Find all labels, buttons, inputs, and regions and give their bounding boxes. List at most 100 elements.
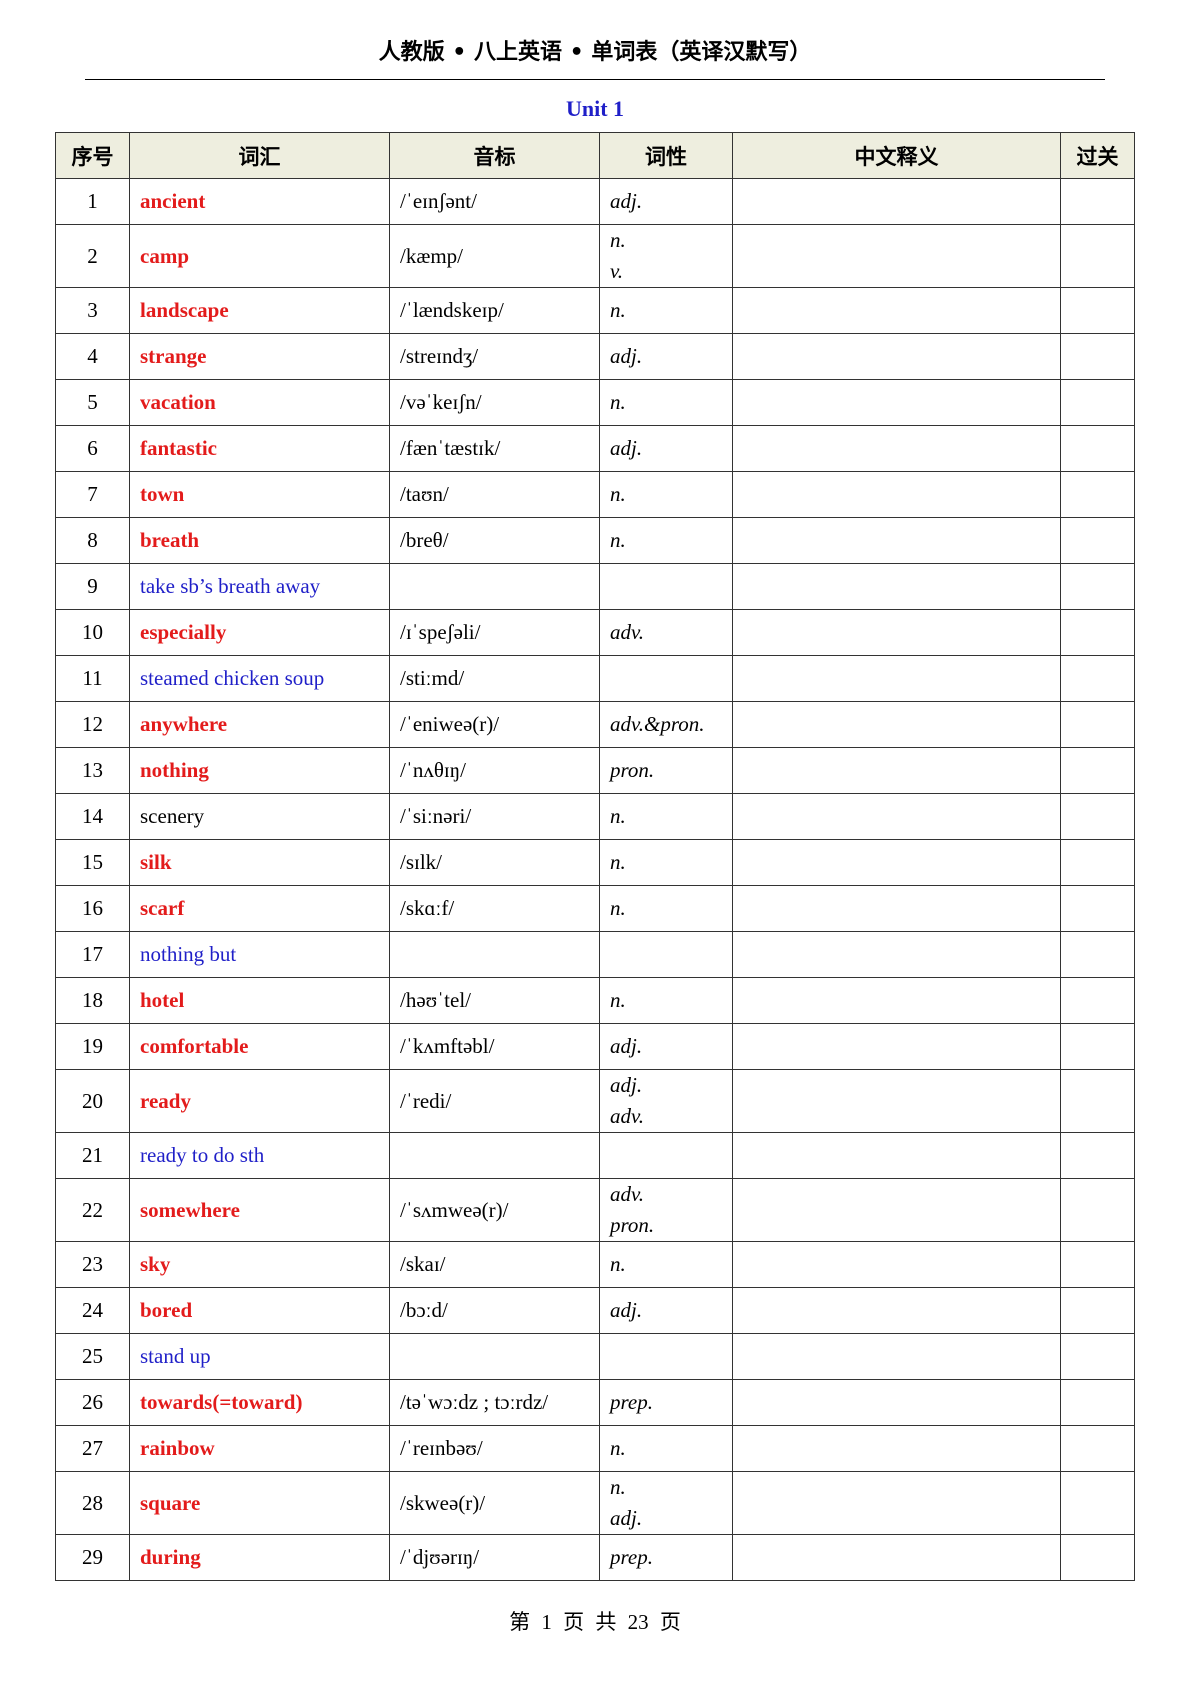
phonetic-cell: /kæmp/	[389, 224, 600, 288]
chinese-meaning-blank[interactable]	[732, 333, 1061, 380]
pass-check-blank[interactable]	[1060, 1534, 1135, 1581]
chinese-meaning-blank[interactable]	[732, 1425, 1061, 1472]
pass-check-blank[interactable]	[1060, 1178, 1135, 1242]
pos-cell	[599, 655, 733, 702]
chinese-meaning-blank[interactable]	[732, 1379, 1061, 1426]
pass-check-blank[interactable]	[1060, 333, 1135, 380]
pos-cell: n.	[599, 517, 733, 564]
table-row: 26 towards(=toward)/təˈwɔːdz ; tɔːrdz/pre…	[55, 1379, 1135, 1426]
chinese-meaning-blank[interactable]	[732, 178, 1061, 225]
word-cell: nothing	[129, 747, 390, 794]
chinese-meaning-blank[interactable]	[732, 1178, 1061, 1242]
chinese-meaning-blank[interactable]	[732, 1333, 1061, 1380]
table-row: 28 square/skweə(r)/ n. adj.	[55, 1471, 1135, 1535]
pass-check-blank[interactable]	[1060, 471, 1135, 518]
pass-check-blank[interactable]	[1060, 379, 1135, 426]
pos-label: n.	[610, 988, 626, 1012]
pass-check-blank[interactable]	[1060, 517, 1135, 564]
pass-check-blank[interactable]	[1060, 747, 1135, 794]
pass-check-blank[interactable]	[1060, 1241, 1135, 1288]
pass-check-blank[interactable]	[1060, 609, 1135, 656]
phonetic-cell: /ɪˈspeʃəli/	[389, 609, 600, 656]
word-cell: anywhere	[129, 701, 390, 748]
chinese-meaning-blank[interactable]	[732, 563, 1061, 610]
row-number: 13	[55, 747, 130, 794]
pass-check-blank[interactable]	[1060, 977, 1135, 1024]
pass-check-blank[interactable]	[1060, 1471, 1135, 1535]
pass-check-blank[interactable]	[1060, 793, 1135, 840]
pass-check-blank[interactable]	[1060, 563, 1135, 610]
pass-check-blank[interactable]	[1060, 1425, 1135, 1472]
unit-heading: Unit 1	[565, 96, 625, 121]
word-cell: strange	[129, 333, 390, 380]
chinese-meaning-blank[interactable]	[732, 425, 1061, 472]
header-part-of-speech: 词性	[599, 132, 733, 179]
table-row: 1 ancient/ˈeɪnʃənt/adj.	[55, 178, 1135, 225]
table-row: 7 town/taʊn/n.	[55, 471, 1135, 518]
chinese-meaning-blank[interactable]	[732, 1069, 1061, 1133]
chinese-meaning-blank[interactable]	[732, 1023, 1061, 1070]
chinese-meaning-blank[interactable]	[732, 224, 1061, 288]
word-cell: take sb’s breath away	[129, 563, 390, 610]
row-number: 24	[55, 1287, 130, 1334]
row-number: 2	[55, 224, 130, 288]
row-number: 27	[55, 1425, 130, 1472]
pass-check-blank[interactable]	[1060, 931, 1135, 978]
chinese-meaning-blank[interactable]	[732, 977, 1061, 1024]
chinese-meaning-blank[interactable]	[732, 471, 1061, 518]
phonetic-cell: /ˈsiːnəri/	[389, 793, 600, 840]
pos-label: adj.	[610, 189, 643, 213]
word-cell: sky	[129, 1241, 390, 1288]
pos-label: n.	[610, 298, 626, 322]
pass-check-blank[interactable]	[1060, 425, 1135, 472]
row-number: 12	[55, 701, 130, 748]
pass-check-blank[interactable]	[1060, 1379, 1135, 1426]
table-row: 23 sky/skaɪ/n.	[55, 1241, 1135, 1288]
chinese-meaning-blank[interactable]	[732, 1241, 1061, 1288]
phonetic-cell	[389, 1132, 600, 1179]
phonetic-cell: /vəˈkeɪʃn/	[389, 379, 600, 426]
pass-check-blank[interactable]	[1060, 1287, 1135, 1334]
title-divider	[85, 79, 1105, 80]
pass-check-blank[interactable]	[1060, 178, 1135, 225]
phonetic-cell: /ˈdjʊərɪŋ/	[389, 1534, 600, 1581]
pass-check-blank[interactable]	[1060, 655, 1135, 702]
chinese-meaning-blank[interactable]	[732, 793, 1061, 840]
pass-check-blank[interactable]	[1060, 1069, 1135, 1133]
pass-check-blank[interactable]	[1060, 885, 1135, 932]
pass-check-blank[interactable]	[1060, 1333, 1135, 1380]
chinese-meaning-blank[interactable]	[732, 379, 1061, 426]
pos-cell: n. v.	[599, 224, 733, 288]
pass-check-blank[interactable]	[1060, 839, 1135, 886]
chinese-meaning-blank[interactable]	[732, 609, 1061, 656]
phonetic-cell: /ˈeniweə(r)/	[389, 701, 600, 748]
chinese-meaning-blank[interactable]	[732, 1534, 1061, 1581]
chinese-meaning-blank[interactable]	[732, 1471, 1061, 1535]
row-number: 20	[55, 1069, 130, 1133]
pass-check-blank[interactable]	[1060, 224, 1135, 288]
chinese-meaning-blank[interactable]	[732, 747, 1061, 794]
chinese-meaning-blank[interactable]	[732, 655, 1061, 702]
row-number: 6	[55, 425, 130, 472]
row-number: 25	[55, 1333, 130, 1380]
chinese-meaning-blank[interactable]	[732, 287, 1061, 334]
chinese-meaning-blank[interactable]	[732, 885, 1061, 932]
table-row: 12 anywhere/ˈeniweə(r)/ adv.&pron.	[55, 701, 1135, 748]
chinese-meaning-blank[interactable]	[732, 517, 1061, 564]
word-cell: steamed chicken soup	[129, 655, 390, 702]
word-cell: comfortable	[129, 1023, 390, 1070]
chinese-meaning-blank[interactable]	[732, 931, 1061, 978]
row-number: 16	[55, 885, 130, 932]
chinese-meaning-blank[interactable]	[732, 1287, 1061, 1334]
chinese-meaning-blank[interactable]	[732, 701, 1061, 748]
pos-label: pron.	[610, 758, 655, 782]
chinese-meaning-blank[interactable]	[732, 1132, 1061, 1179]
pass-check-blank[interactable]	[1060, 287, 1135, 334]
pass-check-blank[interactable]	[1060, 1023, 1135, 1070]
table-row: 20 ready/ˈredi/adj. adv.	[55, 1069, 1135, 1133]
pass-check-blank[interactable]	[1060, 701, 1135, 748]
pass-check-blank[interactable]	[1060, 1132, 1135, 1179]
chinese-meaning-blank[interactable]	[732, 839, 1061, 886]
table-row: 17 nothing but	[55, 931, 1135, 978]
table-row: 15 silk/sɪlk/n.	[55, 839, 1135, 886]
